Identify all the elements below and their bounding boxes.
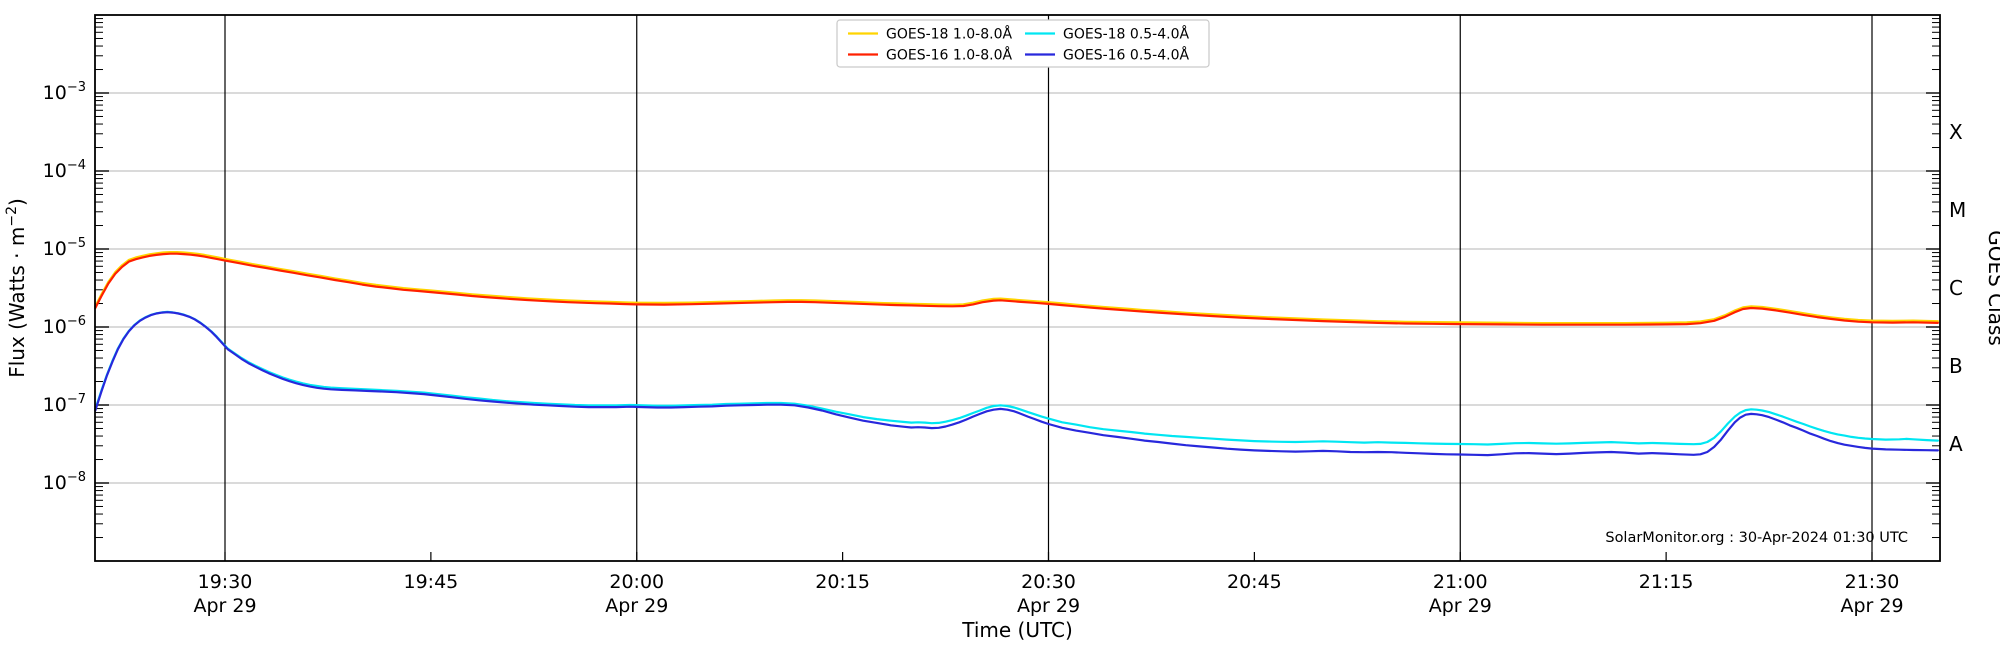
series-goes-16-1-0-8-0 <box>94 252 1939 326</box>
x-tick-label: 21:00 <box>1433 571 1488 593</box>
legend-label: GOES-18 0.5-4.0Å <box>1063 26 1189 43</box>
x-date-label: Apr 29 <box>605 595 668 617</box>
goes-class-letter: B <box>1949 354 1963 378</box>
goes-class-letter: X <box>1949 120 1963 144</box>
legend-label: GOES-18 1.0-8.0Å <box>886 26 1012 43</box>
y-tick-label: 10−3 <box>43 80 86 104</box>
legend-entry: GOES-16 1.0-8.0Å <box>848 47 1012 64</box>
y-axis-title: Flux (Watts · m−2) <box>4 198 29 378</box>
legend-box <box>836 19 1210 68</box>
legend-label: GOES-16 0.5-4.0Å <box>1063 47 1189 64</box>
plot-frame <box>94 14 1941 562</box>
x-date-label: Apr 29 <box>193 595 256 617</box>
legend-entry: GOES-16 0.5-4.0Å <box>1025 47 1189 64</box>
x-axis-title: Time (UTC) <box>961 618 1073 642</box>
y-tick-label: 10−5 <box>43 236 86 260</box>
goes-class-letter: A <box>1949 432 1963 456</box>
y-tick-label: 10−4 <box>43 158 86 182</box>
x-date-label: Apr 29 <box>1840 595 1903 617</box>
series-goes-16-0-5-4-0 <box>94 311 1939 457</box>
x-tick-label: 21:30 <box>1845 571 1900 593</box>
right-axis-title: GOES Class <box>1984 230 2000 346</box>
watermark: SolarMonitor.org : 30-Apr-2024 01:30 UTC <box>1605 530 1908 546</box>
y-tick-label: 10−8 <box>43 470 86 494</box>
goes-class-letter: C <box>1949 276 1963 300</box>
x-date-label: Apr 29 <box>1017 595 1080 617</box>
y-tick-label: 10−6 <box>43 314 86 338</box>
x-tick-label: 20:45 <box>1227 571 1282 593</box>
legend: GOES-18 1.0-8.0Å GOES-16 1.0-8.0Å GOES-18 … <box>836 19 1210 68</box>
x-tick-label: 20:15 <box>815 571 870 593</box>
x-tick-label: 21:15 <box>1639 571 1694 593</box>
x-tick-label: 19:30 <box>198 571 253 593</box>
x-tick-label: 20:00 <box>609 571 664 593</box>
legend-label: GOES-16 1.0-8.0Å <box>886 47 1012 64</box>
x-tick-label: 20:30 <box>1021 571 1076 593</box>
y-tick-label: 10−7 <box>43 392 86 416</box>
x-tick-label: 19:45 <box>403 571 458 593</box>
legend-entry: GOES-18 1.0-8.0Å <box>848 26 1012 43</box>
series-goes-18-0-5-4-0 <box>94 310 1939 446</box>
x-date-label: Apr 29 <box>1429 595 1492 617</box>
series-goes-18-1-0-8-0 <box>94 251 1939 325</box>
legend-entry: GOES-18 0.5-4.0Å <box>1025 26 1189 43</box>
goes-class-letter: M <box>1949 198 1966 222</box>
